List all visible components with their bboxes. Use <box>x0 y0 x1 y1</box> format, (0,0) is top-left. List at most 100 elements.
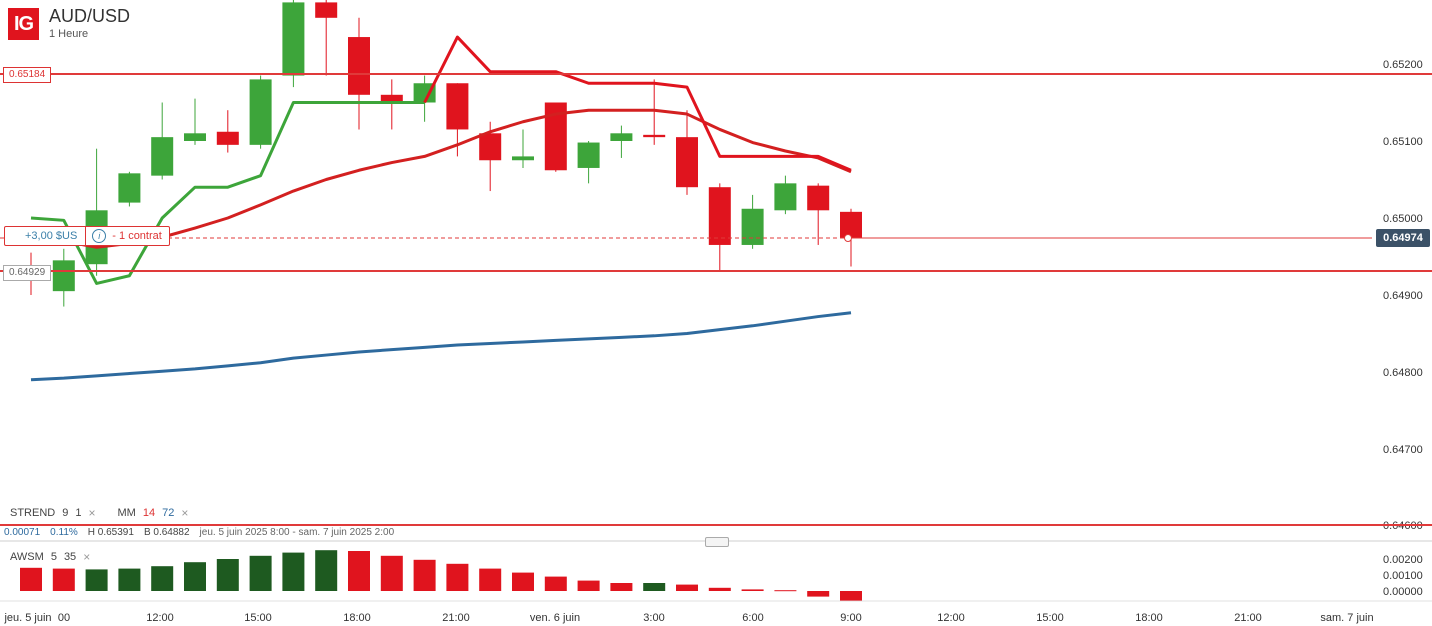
awsm-bar <box>643 583 666 591</box>
time-axis-label: sam. 7 juin <box>1320 612 1373 624</box>
price-axis-label: 0.64700 <box>1383 444 1423 456</box>
awsm-bar <box>20 567 42 591</box>
ma-slow-line <box>30 311 852 382</box>
awsm-axis-label: 0.00100 <box>1383 570 1423 582</box>
time-axis-label: 3:00 <box>643 612 664 624</box>
candle-body <box>216 131 239 145</box>
position-label[interactable]: +3,00 $US i - 1 contrat <box>4 226 170 246</box>
strend-remove-icon[interactable]: × <box>88 506 96 520</box>
candle-body <box>741 208 764 245</box>
awsm-bar <box>708 587 731 591</box>
candle-body <box>52 260 75 292</box>
current-price-badge: 0.64974 <box>1376 229 1430 247</box>
mm-param-1: 14 <box>142 507 156 519</box>
upper-level-label[interactable]: 0.65184 <box>3 67 52 83</box>
time-axis-label: jeu. 5 juin <box>3 612 51 624</box>
stats-low: B 0.64882 <box>143 527 190 538</box>
stats-bar: 0.00071 0.11% H 0.65391 B 0.64882 jeu. 5… <box>0 526 434 539</box>
candle-body <box>184 133 206 141</box>
lower-level-label[interactable]: 0.64929 <box>3 265 52 281</box>
price-axis-label: 0.65200 <box>1383 59 1423 71</box>
candle-body <box>315 2 338 18</box>
price-axis-label: 0.64900 <box>1383 290 1423 302</box>
awsm-bar <box>413 559 436 591</box>
awsm-bar <box>577 580 600 591</box>
candle-body <box>348 37 370 95</box>
time-axis-label: 18:00 <box>343 612 371 624</box>
stats-high: H 0.65391 <box>87 527 134 538</box>
candle-body <box>807 185 830 211</box>
strend-down-line <box>423 35 852 172</box>
awsm-bar <box>479 568 502 591</box>
strend-param-2: 1 <box>75 507 82 519</box>
awsm-bar <box>380 555 403 591</box>
time-axis-label: 00 <box>58 612 70 624</box>
timeframe-label[interactable]: 1 Heure <box>49 28 89 40</box>
candle-body <box>610 133 633 141</box>
candle-body <box>446 83 469 130</box>
candle-body <box>676 137 698 188</box>
candle-body <box>643 134 666 138</box>
awsm-bar <box>85 569 108 591</box>
strend-name: STREND <box>10 507 56 519</box>
awsm-param-1: 5 <box>50 551 57 563</box>
awsm-bar <box>184 562 206 591</box>
awsm-bar <box>315 550 338 591</box>
candle-body <box>577 142 600 168</box>
time-axis-label: ven. 6 juin <box>530 612 580 624</box>
awsm-axis-label: 0.00200 <box>1383 554 1423 566</box>
awsm-bar <box>249 555 272 591</box>
awsm-bar <box>741 589 764 591</box>
time-axis-label: 21:00 <box>442 612 470 624</box>
awsm-bar <box>840 591 862 601</box>
ig-logo: IG <box>8 8 39 40</box>
price-axis-label: 0.65000 <box>1383 213 1423 225</box>
candle-body <box>479 133 502 161</box>
instrument-symbol[interactable]: AUD/USD <box>49 6 131 26</box>
awsm-bar <box>676 584 698 591</box>
position-contracts: - 1 contrat <box>112 230 162 242</box>
awsm-bar <box>216 559 239 591</box>
time-axis-label: 12:00 <box>937 612 965 624</box>
candle-body <box>118 173 141 203</box>
position-pl: +3,00 $US <box>5 227 87 245</box>
candle-body <box>708 187 731 245</box>
candle-body <box>151 137 174 176</box>
time-axis-label: 15:00 <box>244 612 272 624</box>
time-axis-label: 18:00 <box>1135 612 1163 624</box>
stats-change: 0.00071 <box>4 527 41 538</box>
time-axis-label: 9:00 <box>840 612 861 624</box>
stats-range: jeu. 5 juin 2025 8:00 - sam. 7 juin 2025… <box>199 527 395 538</box>
stats-change-pct: 0.11% <box>50 527 78 538</box>
awsm-bar <box>774 590 797 592</box>
price-axis-label: 0.65100 <box>1383 136 1423 148</box>
time-axis-label: 21:00 <box>1234 612 1262 624</box>
time-axis-label: 12:00 <box>146 612 174 624</box>
pane-resize-handle[interactable] <box>705 537 729 547</box>
price-marker <box>844 234 852 243</box>
strend-indicator-legend[interactable]: STREND 9 1 × MM 14 72 × <box>10 506 188 520</box>
awsm-bar <box>52 568 75 591</box>
awsm-bar <box>151 566 174 591</box>
candle-body <box>380 94 403 103</box>
awsm-bar <box>118 568 141 591</box>
mm-param-2: 72 <box>162 507 175 519</box>
awsm-param-2: 35 <box>63 551 77 563</box>
time-axis-label: 15:00 <box>1036 612 1064 624</box>
awsm-bar <box>446 563 469 591</box>
awsm-bar <box>282 552 305 591</box>
awsm-indicator-legend[interactable]: AWSM 5 35 × <box>10 550 90 564</box>
mm-remove-icon[interactable]: × <box>181 506 189 520</box>
info-icon[interactable]: i <box>92 229 107 243</box>
candle-body <box>774 183 797 211</box>
awsm-bar <box>610 583 633 591</box>
candle-body <box>512 156 534 161</box>
awsm-name: AWSM <box>10 551 44 563</box>
strend-param-1: 9 <box>62 507 69 519</box>
strend-up-line <box>30 101 425 285</box>
mm-name: MM <box>117 507 136 519</box>
awsm-bar <box>512 572 534 591</box>
awsm-remove-icon[interactable]: × <box>83 550 91 564</box>
awsm-axis-label: 0.00000 <box>1383 586 1423 598</box>
awsm-bar <box>544 576 567 591</box>
